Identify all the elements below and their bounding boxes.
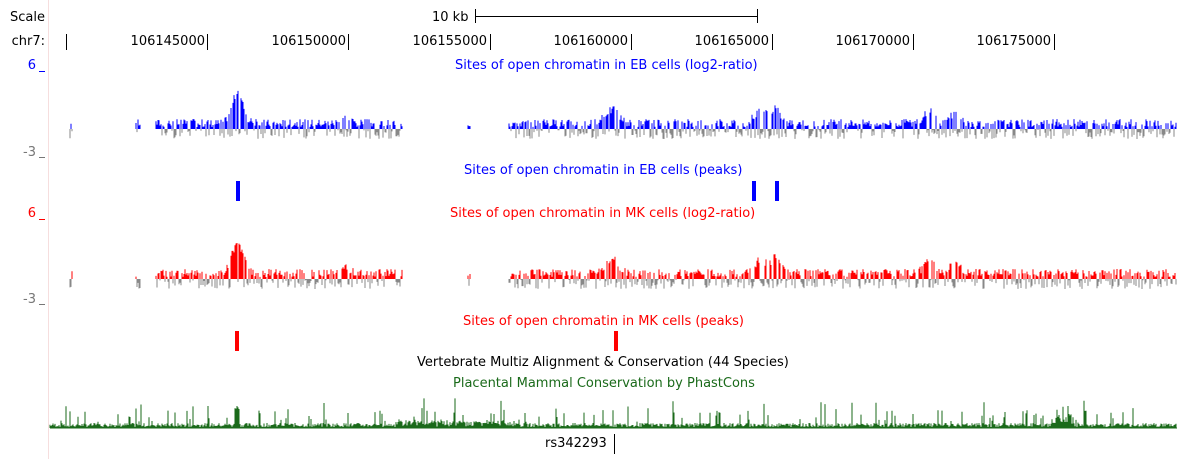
eb-peak-marker[interactable]: [752, 181, 756, 201]
ruler-position: 106155000: [412, 34, 487, 49]
ruler-position: 106170000: [835, 34, 910, 49]
ruler-tick: [772, 34, 773, 50]
eb-peak-marker[interactable]: [775, 181, 779, 201]
phastcons-signal: [49, 398, 1177, 428]
ruler-tick: [348, 34, 349, 50]
eb-ymax-tick: [39, 71, 45, 72]
mk-ymax-tick: [39, 219, 45, 220]
mk-peak-marker[interactable]: [614, 331, 618, 351]
ruler-position: 106160000: [553, 34, 628, 49]
snp-marker[interactable]: [614, 434, 615, 454]
scale-bar-line: [475, 16, 758, 17]
negative-signal: [69, 129, 1175, 139]
positive-signal: [71, 243, 1176, 279]
scale-bar-label: 10 kb: [432, 10, 469, 25]
mk-peak-marker[interactable]: [235, 331, 239, 351]
eb-ymax-label: 6: [27, 58, 36, 73]
multiz-title[interactable]: Vertebrate Multiz Alignment & Conservati…: [417, 355, 789, 370]
chrom-label: chr7:: [11, 34, 45, 49]
mk-peaks-title[interactable]: Sites of open chromatin in MK cells (pea…: [463, 314, 745, 329]
scale-bar-right-tick: [757, 9, 758, 23]
eb-peak-marker[interactable]: [236, 181, 240, 201]
ruler-tick: [1054, 34, 1055, 50]
ruler-position: 106150000: [271, 34, 346, 49]
ruler-tick: [631, 34, 632, 50]
phastcons-title[interactable]: Placental Mammal Conservation by PhastCo…: [453, 376, 755, 391]
ruler-position: 106145000: [130, 34, 205, 49]
mk-signal-title[interactable]: Sites of open chromatin in MK cells (log…: [450, 206, 756, 221]
eb-ymin-tick: [39, 157, 45, 158]
ruler-tick: [207, 34, 208, 50]
mk-ymax-label: 6: [27, 206, 36, 221]
ruler-position: 106165000: [694, 34, 769, 49]
eb-ymin-label: -3: [23, 145, 36, 160]
eb-signal-title[interactable]: Sites of open chromatin in EB cells (log…: [455, 58, 758, 73]
snp-label[interactable]: rs342293: [545, 436, 607, 451]
ruler-tick: [66, 34, 67, 50]
positive-signal: [70, 90, 1177, 129]
ruler-tick: [490, 34, 491, 50]
scale-label: Scale: [10, 10, 45, 25]
negative-signal: [69, 279, 1177, 289]
ruler-position: 106175000: [976, 34, 1051, 49]
gutter-divider: [48, 0, 49, 459]
ruler-tick: [913, 34, 914, 50]
eb-peaks-title[interactable]: Sites of open chromatin in EB cells (pea…: [464, 163, 743, 178]
mk-ymin-tick: [39, 304, 45, 305]
mk-ymin-label: -3: [23, 292, 36, 307]
